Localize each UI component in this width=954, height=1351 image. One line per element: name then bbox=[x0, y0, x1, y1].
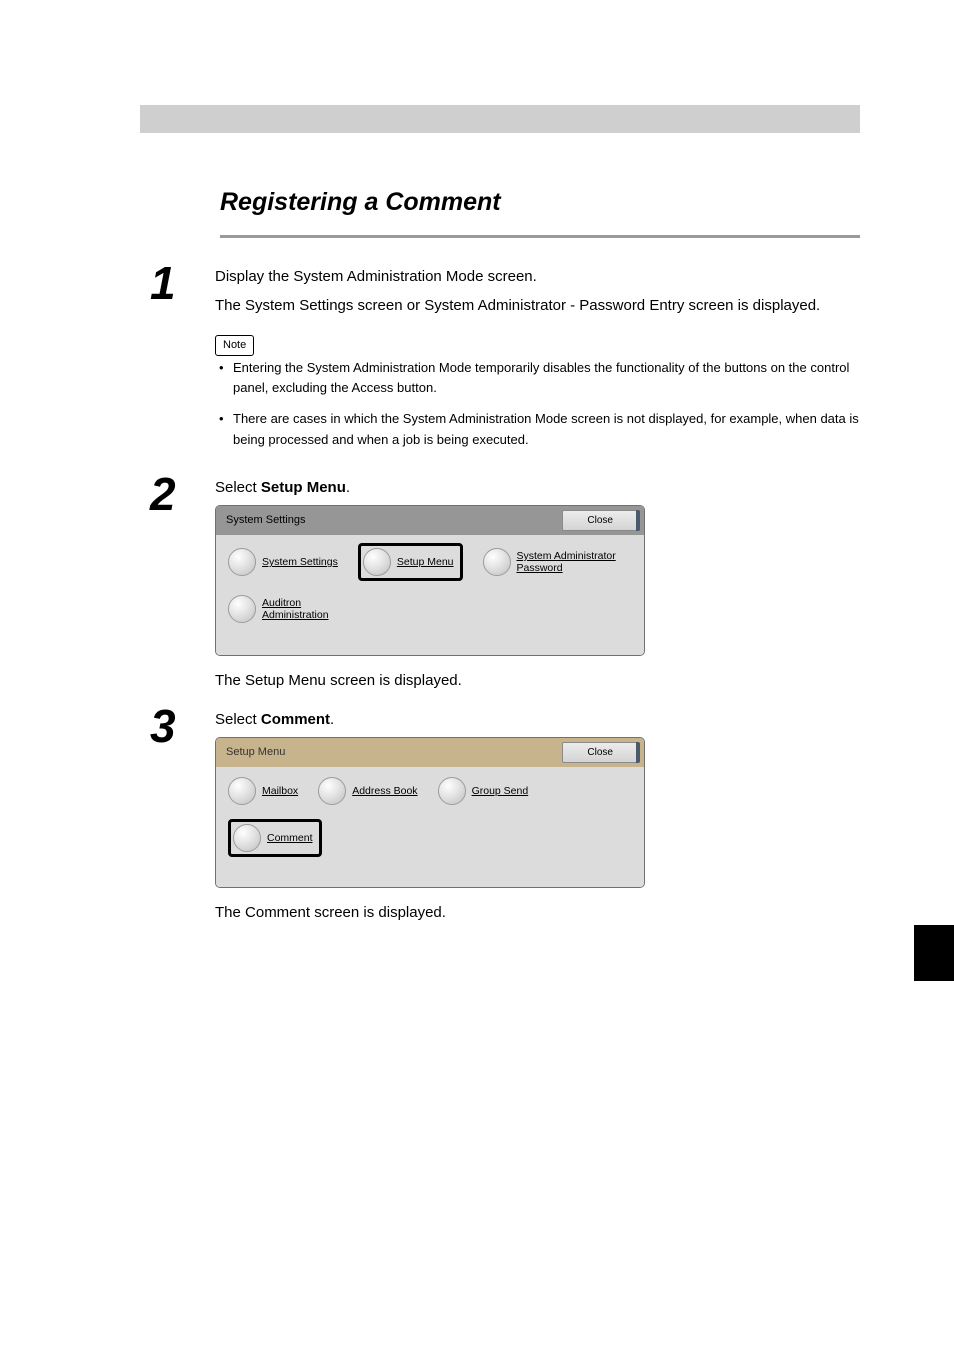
mailbox-button[interactable]: Mailbox bbox=[228, 775, 298, 807]
button-icon bbox=[438, 777, 466, 805]
note-list: Entering the System Administration Mode … bbox=[215, 358, 861, 451]
button-icon bbox=[228, 595, 256, 623]
address-book-button[interactable]: Address Book bbox=[318, 775, 417, 807]
side-tab bbox=[914, 925, 954, 981]
close-button[interactable]: Close bbox=[562, 510, 638, 531]
step-result: The Setup Menu screen is displayed. bbox=[215, 670, 861, 693]
step-body: Select Setup Menu. System Settings Close… bbox=[215, 471, 861, 693]
step-3: 3 Select Comment. Setup Menu Close Mailb… bbox=[140, 703, 861, 925]
step-result: The System Settings screen or System Adm… bbox=[215, 295, 861, 318]
button-label: Group Send bbox=[472, 785, 529, 797]
button-row: System Settings Setup Menu System Admini… bbox=[228, 543, 632, 581]
system-settings-button[interactable]: System Settings bbox=[228, 543, 338, 581]
panel-body: System Settings Setup Menu System Admini… bbox=[216, 535, 644, 655]
step-2: 2 Select Setup Menu. System Settings Clo… bbox=[140, 471, 861, 693]
setup-menu-button[interactable]: Setup Menu bbox=[358, 543, 463, 581]
button-icon bbox=[233, 824, 261, 852]
bold-label: Setup Menu bbox=[261, 479, 346, 496]
group-send-button[interactable]: Group Send bbox=[438, 775, 529, 807]
step-body: Select Comment. Setup Menu Close Mailbox bbox=[215, 703, 861, 925]
step-number: 3 bbox=[140, 703, 215, 749]
page: Registering a Comment 1 Display the Syst… bbox=[0, 0, 954, 1351]
step-number: 1 bbox=[140, 260, 215, 306]
button-row: Comment bbox=[228, 819, 632, 857]
button-icon bbox=[318, 777, 346, 805]
section-rule bbox=[220, 235, 860, 238]
close-button[interactable]: Close bbox=[562, 742, 638, 763]
comment-button[interactable]: Comment bbox=[228, 819, 322, 857]
button-icon bbox=[483, 548, 511, 576]
button-label: Mailbox bbox=[262, 785, 298, 797]
note-item: There are cases in which the System Admi… bbox=[219, 409, 861, 451]
step-heading: Select Comment. bbox=[215, 709, 861, 732]
panel-titlebar: Setup Menu Close bbox=[216, 738, 644, 767]
button-label: Comment bbox=[267, 832, 313, 844]
button-icon bbox=[363, 548, 391, 576]
button-label: Address Book bbox=[352, 785, 417, 797]
header-bar bbox=[140, 105, 860, 133]
button-icon bbox=[228, 777, 256, 805]
step-result: The Comment screen is displayed. bbox=[215, 902, 861, 925]
step-heading: Display the System Administration Mode s… bbox=[215, 266, 861, 289]
button-label: System AdministratorPassword bbox=[517, 550, 616, 574]
button-label: System Settings bbox=[262, 556, 338, 568]
step-body: Display the System Administration Mode s… bbox=[215, 260, 861, 461]
section-title: Registering a Comment bbox=[220, 188, 861, 217]
note-item: Entering the System Administration Mode … bbox=[219, 358, 861, 400]
step-1: 1 Display the System Administration Mode… bbox=[140, 260, 861, 461]
button-label: Setup Menu bbox=[397, 556, 454, 568]
panel-titlebar: System Settings Close bbox=[216, 506, 644, 535]
step-heading: Select Setup Menu. bbox=[215, 477, 861, 500]
panel-title: Setup Menu bbox=[226, 744, 285, 761]
button-row: Mailbox Address Book Group Send bbox=[228, 775, 632, 807]
auditron-admin-button[interactable]: AuditronAdministration bbox=[228, 593, 329, 625]
button-icon bbox=[228, 548, 256, 576]
step-number: 2 bbox=[140, 471, 215, 517]
setup-menu-panel: Setup Menu Close Mailbox Address Book bbox=[215, 737, 645, 888]
system-settings-panel: System Settings Close System Settings Se… bbox=[215, 505, 645, 656]
sys-admin-password-button[interactable]: System AdministratorPassword bbox=[483, 543, 616, 581]
button-row: AuditronAdministration bbox=[228, 593, 632, 625]
bold-label: Comment bbox=[261, 711, 330, 728]
panel-body: Mailbox Address Book Group Send bbox=[216, 767, 644, 887]
button-label: AuditronAdministration bbox=[262, 597, 329, 621]
note-badge: Note bbox=[215, 335, 254, 356]
panel-title: System Settings bbox=[226, 512, 305, 529]
